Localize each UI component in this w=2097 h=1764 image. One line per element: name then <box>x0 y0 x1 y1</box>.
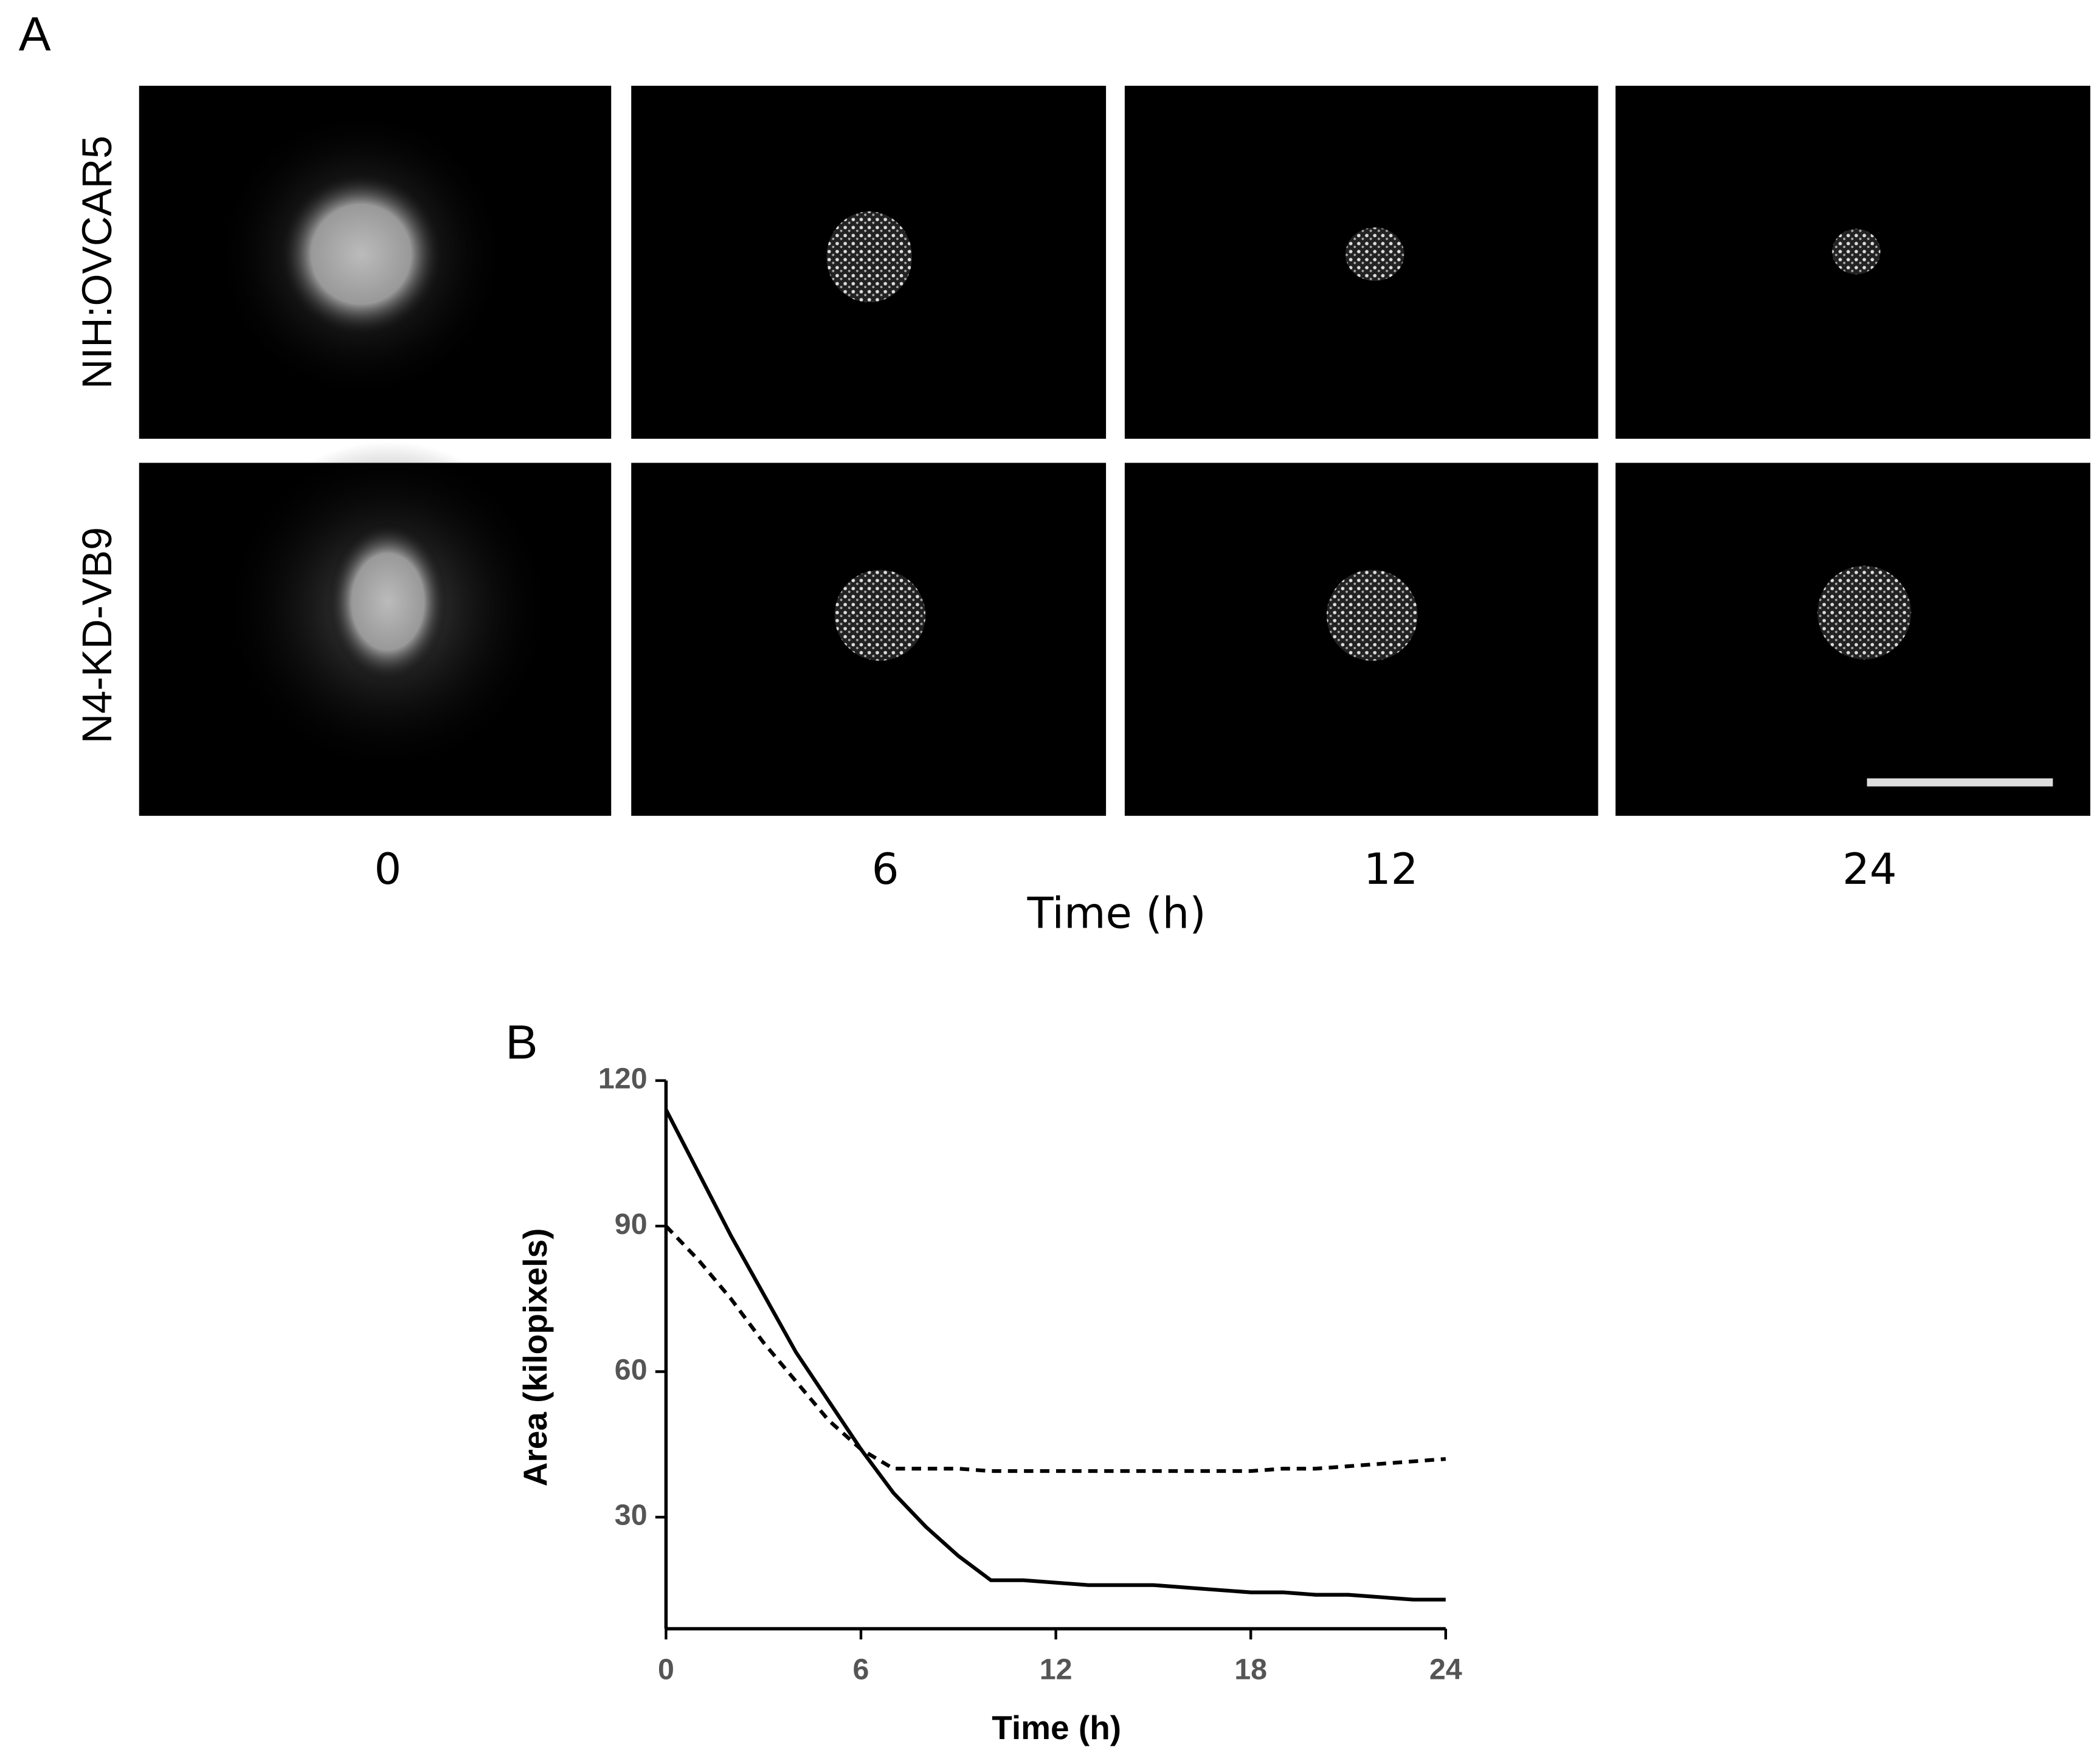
y-tick-label: 90 <box>615 1208 648 1241</box>
y-axis-title: Area (kilopixels) <box>516 1228 554 1487</box>
spheroid <box>1345 227 1404 281</box>
line <box>664 1109 1446 1602</box>
spheroid <box>278 171 444 337</box>
row-label: NIH:OVCAR5 <box>74 136 120 389</box>
column-label: 0 <box>374 844 401 894</box>
x-tick-label: 0 <box>658 1653 674 1686</box>
spheroid <box>826 211 913 303</box>
axis-title: Time (h) <box>1027 889 1206 939</box>
spheroid <box>1832 229 1881 275</box>
panel-label: B <box>505 1015 537 1069</box>
y-tick-label: 60 <box>615 1353 648 1386</box>
x-tick-label: 12 <box>1040 1653 1073 1686</box>
column-label: 12 <box>1364 844 1418 894</box>
line <box>665 1224 1446 1473</box>
spheroid <box>1327 570 1418 661</box>
x-tick-label: 24 <box>1429 1653 1462 1686</box>
x-tick-label: 18 <box>1234 1653 1267 1686</box>
micrographs <box>139 86 2091 816</box>
column-label: 6 <box>872 844 899 894</box>
x-tick-label: 6 <box>853 1653 869 1686</box>
panel-label: A <box>19 7 51 61</box>
spheroid <box>1817 565 1912 660</box>
spheroid <box>327 522 448 683</box>
spheroid <box>834 570 926 661</box>
row-label: N4-KD-VB9 <box>74 527 120 743</box>
y-tick-label: 120 <box>598 1062 648 1095</box>
y-tick-label: 30 <box>615 1499 648 1532</box>
x-axis-title: Time (h) <box>992 1709 1121 1746</box>
column-label: 24 <box>1842 844 1897 894</box>
